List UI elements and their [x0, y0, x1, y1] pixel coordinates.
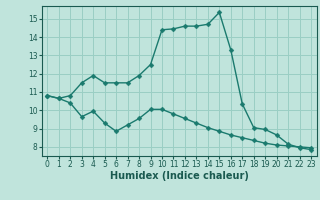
X-axis label: Humidex (Indice chaleur): Humidex (Indice chaleur)	[110, 171, 249, 181]
